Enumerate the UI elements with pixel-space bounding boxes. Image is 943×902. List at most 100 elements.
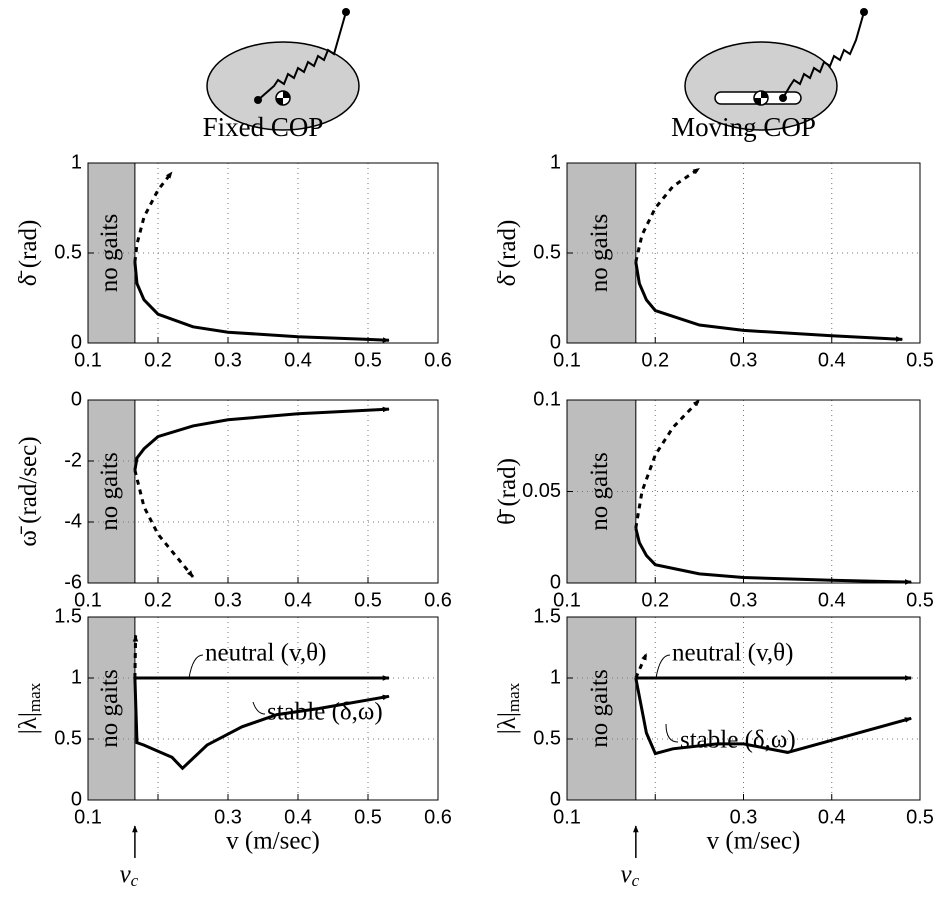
y-axis-label: δ̄ (rad) <box>15 220 42 287</box>
y-axis-label-main: θ̄ (rad) <box>494 458 521 525</box>
x-tick-label: 0.3 <box>730 349 758 371</box>
fixed-cop-icon <box>206 8 360 131</box>
no-gait-label: no gaits <box>96 669 123 747</box>
x-tick-label: 0.1 <box>74 806 102 828</box>
y-axis-label-main: |λ| <box>15 712 42 734</box>
y-tick-label: 0.5 <box>54 727 82 749</box>
plot-frame <box>87 616 439 801</box>
critical-label-main: v <box>621 861 633 888</box>
no-gait-label: no gaits <box>586 452 613 530</box>
curve <box>133 406 390 471</box>
annotation: neutral (v,θ) <box>672 640 793 667</box>
no-gait-region <box>566 616 637 801</box>
x-tick-label: 0.5 <box>354 589 382 611</box>
y-tick-label: 0.1 <box>533 388 561 410</box>
y-tick-label: 1 <box>550 666 561 688</box>
critical-label: vc <box>621 861 640 890</box>
x-tick-label: 0.1 <box>74 589 102 611</box>
curve <box>133 261 390 343</box>
x-tick-label: 0.2 <box>144 349 172 371</box>
y-tick-label: 0 <box>550 788 561 810</box>
x-tick-label: 0.4 <box>818 806 846 828</box>
critical-label-sub: c <box>632 871 640 890</box>
y-tick-label: -4 <box>64 510 82 532</box>
x-tick-label: 0.4 <box>818 589 846 611</box>
y-axis-label-sub: max <box>504 682 523 712</box>
no-gait-region <box>87 399 136 584</box>
y-axis-label: δ̄ (rad) <box>494 220 521 287</box>
no-gait-region <box>87 616 136 801</box>
y-axis-label-main: δ̄ (rad) <box>494 220 521 287</box>
curve <box>132 634 139 679</box>
plot-frame <box>566 616 921 801</box>
x-tick-label: 0.4 <box>284 589 312 611</box>
plot-frame <box>566 399 921 584</box>
critical-label: vc <box>120 861 139 890</box>
x-tick-label: 0.3 <box>214 589 242 611</box>
y-tick-label: 1 <box>550 151 561 173</box>
panel-title: Moving COP <box>671 112 816 142</box>
y-axis-label-main: |λ| <box>494 712 521 734</box>
annotation-leader <box>665 723 679 743</box>
x-tick-label: 0.3 <box>214 349 242 371</box>
critical-label-main: v <box>120 861 132 888</box>
x-tick-label: 0.2 <box>641 349 669 371</box>
x-tick-label: 0.1 <box>553 349 581 371</box>
plot-frame <box>566 162 921 344</box>
x-tick-label: 0.1 <box>74 349 102 371</box>
curve <box>634 167 701 263</box>
no-gait-label: no gaits <box>96 214 123 292</box>
annotation: stable (δ,ω) <box>267 699 383 726</box>
y-tick-label: 0.5 <box>533 241 561 263</box>
x-tick-label: 0.4 <box>284 806 312 828</box>
x-tick-label: 0.5 <box>906 806 934 828</box>
curve <box>634 398 701 529</box>
y-axis-label: θ̄ (rad) <box>494 458 521 525</box>
x-tick-label: 0.3 <box>730 806 758 828</box>
y-tick-label: 1 <box>71 666 82 688</box>
y-tick-label: 0 <box>550 571 561 593</box>
no-gait-label: no gaits <box>586 214 613 292</box>
x-tick-label: 0.6 <box>424 806 452 828</box>
curve <box>634 261 903 342</box>
y-axis-label-main: δ̄ (rad) <box>15 220 42 287</box>
y-tick-label: -6 <box>64 571 82 593</box>
x-tick-label: 0.1 <box>553 589 581 611</box>
y-tick-label: 0.5 <box>54 241 82 263</box>
panel-title: Fixed COP <box>203 112 324 142</box>
x-tick-label: 0.3 <box>214 806 242 828</box>
curve <box>133 171 174 263</box>
x-axis-label: v (m/sec) <box>707 828 801 855</box>
x-tick-label: 0.5 <box>906 349 934 371</box>
y-axis-label: ω̄ (rad/sec) <box>15 436 42 546</box>
x-tick-label: 0.2 <box>144 589 172 611</box>
curve <box>133 677 390 771</box>
critical-label-sub: c <box>131 871 139 890</box>
y-tick-label: 0 <box>71 331 82 353</box>
y-tick-label: 1.5 <box>54 605 82 627</box>
plot-frame <box>87 399 439 584</box>
annotation-leader <box>655 654 671 679</box>
x-tick-label: 0.6 <box>424 349 452 371</box>
y-tick-label: 0.5 <box>533 727 561 749</box>
no-gait-label: no gaits <box>586 669 613 747</box>
x-tick-label: 0.5 <box>906 589 934 611</box>
x-tick-label: 0.2 <box>641 589 669 611</box>
y-tick-label: -2 <box>64 449 82 471</box>
x-tick-label: 0.4 <box>284 349 312 371</box>
y-tick-label: 1.5 <box>533 605 561 627</box>
annotation-leader <box>188 654 204 679</box>
curve <box>634 677 912 756</box>
y-axis-label-main: ω̄ (rad/sec) <box>15 436 42 546</box>
no-gait-label: no gaits <box>96 452 123 530</box>
curve <box>634 527 912 585</box>
no-gait-region <box>566 399 637 584</box>
y-tick-label: 0.05 <box>522 480 561 502</box>
no-gait-region <box>566 162 637 344</box>
curve <box>133 469 195 578</box>
annotation: neutral (v,θ) <box>205 640 326 667</box>
y-tick-label: 0 <box>550 331 561 353</box>
x-tick-label: 0.5 <box>354 806 382 828</box>
y-tick-label: 0 <box>71 388 82 410</box>
